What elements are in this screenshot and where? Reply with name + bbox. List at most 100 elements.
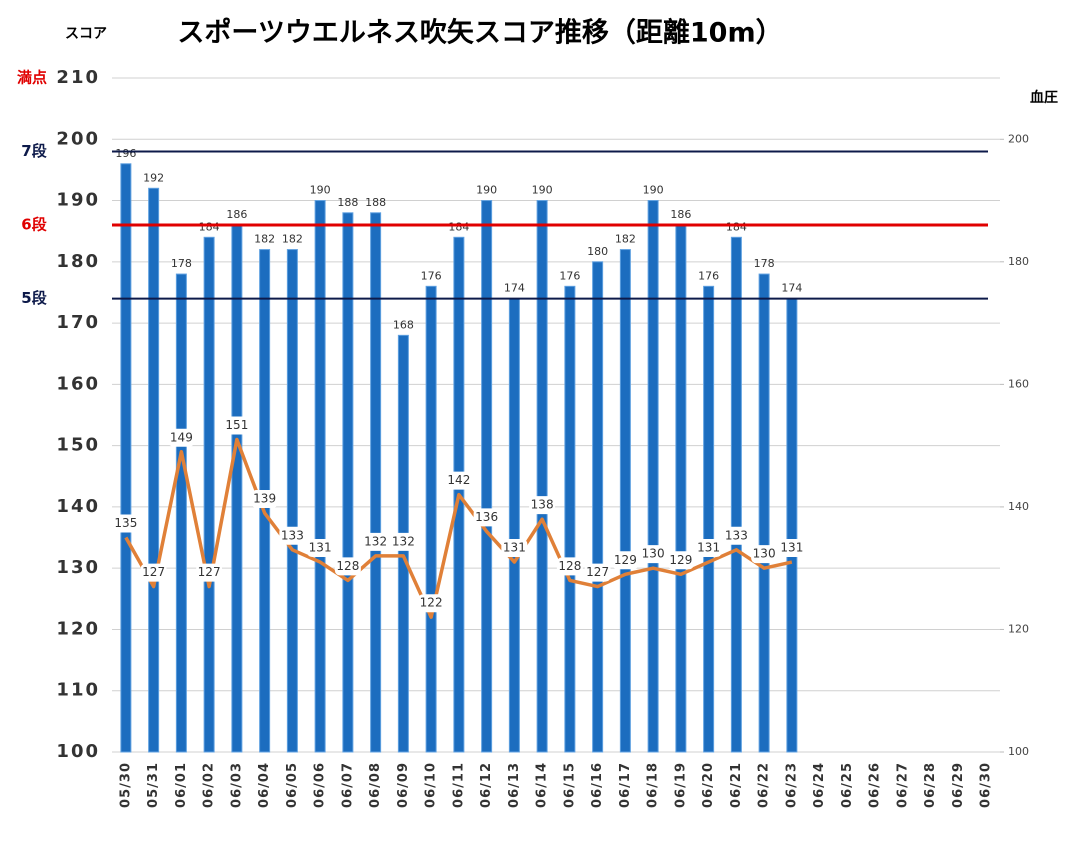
x-tick-label: 05/30	[118, 762, 133, 808]
bar	[730, 236, 742, 753]
bar-value-label: 184	[199, 220, 220, 233]
x-tick-label: 06/03	[229, 762, 244, 808]
bar	[231, 224, 243, 753]
label-bg	[584, 563, 611, 582]
line-value-label: 132	[364, 534, 387, 548]
bar	[120, 163, 132, 753]
label-bg	[307, 539, 334, 558]
y2-tick-label: 180	[1008, 255, 1029, 268]
reference-label: 6段	[21, 216, 46, 234]
line-value-label: 133	[725, 528, 748, 542]
y-tick-label: 110	[56, 680, 100, 701]
bar	[314, 200, 326, 753]
x-tick-label: 06/19	[673, 762, 688, 808]
bar	[564, 285, 576, 753]
bar-value-label: 182	[282, 233, 303, 246]
bar-value-label: 188	[337, 196, 358, 209]
bar-value-label: 174	[504, 282, 525, 295]
bar-value-label: 178	[171, 257, 192, 270]
label-bg	[445, 471, 472, 490]
bar-value-label: 176	[559, 269, 580, 282]
y-tick-label: 190	[56, 190, 100, 211]
line-value-label: 128	[336, 559, 359, 573]
bar	[675, 224, 687, 753]
bar-value-label: 190	[310, 184, 331, 197]
bar	[481, 200, 493, 753]
line-value-label: 127	[142, 565, 165, 579]
bar-value-label: 174	[781, 282, 802, 295]
line-value-label: 122	[420, 596, 443, 610]
x-tick-label: 05/31	[146, 762, 161, 808]
bar-value-label: 192	[143, 171, 164, 184]
bar-value-label: 182	[615, 233, 636, 246]
y2-tick-label: 120	[1008, 622, 1029, 635]
y-tick-label: 160	[56, 373, 100, 394]
line-value-label: 135	[114, 516, 137, 530]
bar	[148, 187, 160, 753]
x-tick-label: 06/17	[618, 762, 633, 808]
bar	[758, 273, 770, 753]
reference-label: 5段	[21, 289, 46, 307]
line-value-label: 131	[503, 541, 526, 555]
label-bg	[279, 526, 306, 545]
line-value-label: 132	[392, 534, 415, 548]
bar-value-label: 178	[754, 257, 775, 270]
line-value-label: 131	[780, 541, 803, 555]
x-tick-label: 06/10	[424, 762, 439, 808]
line-value-label: 130	[642, 547, 665, 561]
bar-value-label: 176	[421, 269, 442, 282]
line	[124, 437, 793, 619]
line-value-label: 133	[281, 528, 304, 542]
bar-value-label: 188	[365, 196, 386, 209]
bar-value-label: 186	[670, 208, 691, 221]
x-tick-label: 06/06	[313, 762, 328, 808]
label-bg	[612, 551, 639, 570]
x-tick-label: 06/11	[451, 762, 466, 808]
max-label: 満点	[17, 69, 47, 87]
bar-value-label: 184	[726, 220, 747, 233]
line-value-label: 139	[253, 492, 276, 506]
bar	[370, 212, 382, 753]
y-axis-label: スコア	[65, 26, 107, 42]
label-bg	[390, 532, 417, 551]
label-bg	[723, 526, 750, 545]
line-value-label: 138	[531, 498, 554, 512]
bar-value-label: 176	[698, 269, 719, 282]
y2-tick-label: 140	[1008, 500, 1029, 513]
label-bg	[751, 545, 778, 564]
x-tick-label: 06/04	[257, 762, 272, 808]
x-tick-label: 06/18	[646, 762, 661, 808]
x-tick-label: 06/13	[507, 762, 522, 808]
label-bg	[778, 539, 805, 558]
y-tick-label: 210	[56, 67, 100, 88]
x-tick-label: 06/02	[202, 762, 217, 808]
bar	[342, 212, 354, 753]
y-tick-label: 130	[56, 557, 100, 578]
x-tick-label: 06/09	[396, 762, 411, 808]
line-value-label: 127	[586, 565, 609, 579]
label-bg	[501, 539, 528, 558]
reference-label: 7段	[21, 142, 46, 160]
bar-value-label: 186	[226, 208, 247, 221]
x-tick-label: 06/20	[701, 762, 716, 808]
y-tick-label: 150	[56, 435, 100, 456]
bar-value-label: 190	[643, 184, 664, 197]
x-tick-label: 06/15	[562, 762, 577, 808]
x-tick-label: 06/30	[979, 762, 994, 808]
bar-value-label: 190	[476, 184, 497, 197]
label-bg	[112, 514, 139, 533]
bar	[203, 236, 215, 753]
x-tick-label: 06/05	[285, 762, 300, 808]
bar-value-label: 190	[532, 184, 553, 197]
line-value-label: 127	[198, 565, 221, 579]
bar	[536, 200, 548, 753]
x-tick-label: 06/16	[590, 762, 605, 808]
y2-tick-label: 200	[1008, 132, 1029, 145]
x-tick-label: 06/07	[340, 762, 355, 808]
label-bg	[251, 490, 278, 509]
label-bg	[196, 563, 223, 582]
y-tick-label: 200	[56, 128, 100, 149]
line-value-label: 129	[614, 553, 637, 567]
line-value-label: 149	[170, 430, 193, 444]
